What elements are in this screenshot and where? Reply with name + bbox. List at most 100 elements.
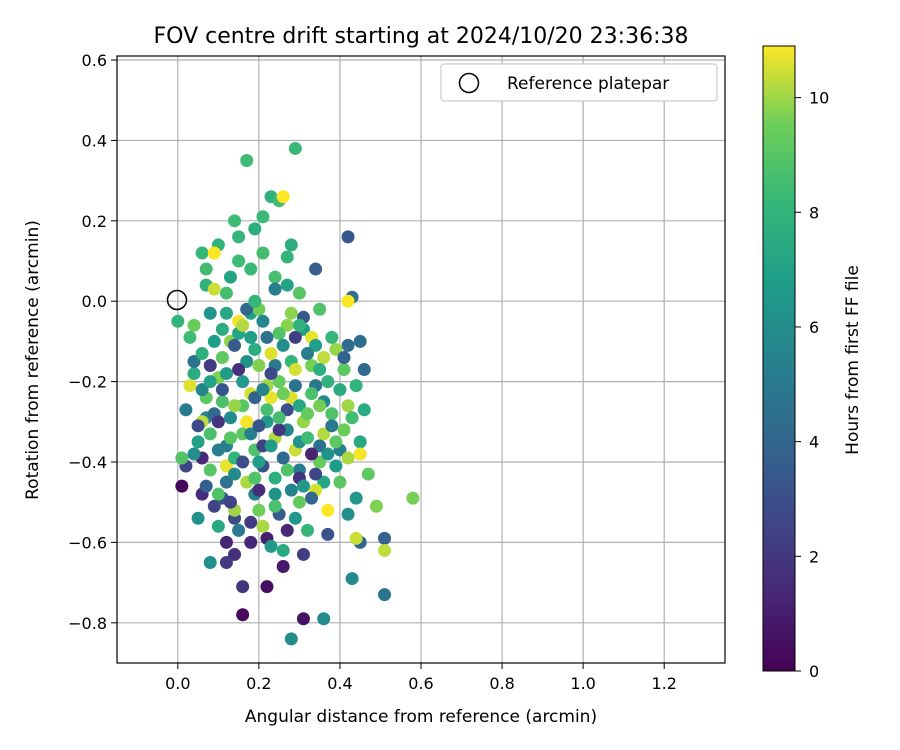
data-point <box>252 503 266 517</box>
data-point <box>325 330 339 344</box>
data-point <box>276 560 290 574</box>
colorbar-ticks: 0 2 4 6 8 10 <box>795 89 829 681</box>
data-point <box>240 302 254 316</box>
data-point <box>199 262 213 276</box>
data-point <box>325 407 339 421</box>
data-point <box>301 407 315 421</box>
data-point <box>207 499 221 513</box>
data-point <box>248 391 262 405</box>
data-point <box>333 475 347 489</box>
data-point <box>240 415 254 429</box>
data-point <box>264 346 278 360</box>
data-point <box>236 318 250 332</box>
data-point <box>244 427 258 441</box>
data-point <box>317 612 331 626</box>
data-point <box>288 141 302 155</box>
x-tick-label: 1.2 <box>651 674 676 693</box>
data-point <box>256 246 270 260</box>
data-point <box>280 250 294 264</box>
data-point <box>341 507 355 521</box>
data-point <box>309 338 323 352</box>
data-point <box>378 588 392 602</box>
data-point <box>272 411 286 425</box>
data-point <box>349 531 363 545</box>
data-point <box>272 326 286 340</box>
data-point <box>321 503 335 517</box>
data-point <box>211 487 225 501</box>
colorbar-tick-label: 4 <box>809 433 819 452</box>
x-tick-label: 0.0 <box>165 674 190 693</box>
data-point <box>353 447 367 461</box>
data-point <box>288 379 302 393</box>
data-point <box>309 262 323 276</box>
data-point <box>341 399 355 413</box>
data-point <box>345 572 359 586</box>
data-point <box>219 475 233 489</box>
data-point <box>260 330 274 344</box>
data-point <box>183 379 197 393</box>
data-point <box>199 479 213 493</box>
y-tick-label: −0.8 <box>68 614 107 633</box>
data-point <box>207 282 221 296</box>
data-point <box>223 431 237 445</box>
data-point <box>244 515 258 529</box>
data-point <box>305 491 319 505</box>
data-point <box>187 367 201 381</box>
data-point <box>211 443 225 457</box>
data-point <box>219 367 233 381</box>
x-tick-label: 0.8 <box>489 674 514 693</box>
colorbar-tick-label: 0 <box>809 662 819 681</box>
data-point <box>341 338 355 352</box>
y-tick-label: −0.2 <box>68 373 107 392</box>
data-point <box>280 403 294 417</box>
data-point <box>223 270 237 284</box>
colorbar-tick-label: 8 <box>809 203 819 222</box>
data-point <box>292 495 306 509</box>
data-point <box>321 375 335 389</box>
data-point <box>203 556 217 570</box>
data-point <box>203 463 217 477</box>
data-point <box>228 214 242 228</box>
data-point <box>236 375 250 389</box>
x-tick-label: 0.6 <box>408 674 433 693</box>
data-point <box>349 379 363 393</box>
legend-entry: Reference platepar <box>507 74 669 94</box>
data-point <box>191 435 205 449</box>
data-point <box>232 230 246 244</box>
data-point <box>183 330 197 344</box>
data-point <box>321 447 335 461</box>
data-point <box>191 419 205 433</box>
data-point <box>309 467 323 481</box>
data-point <box>313 455 327 469</box>
data-point <box>219 556 233 570</box>
data-point <box>268 499 282 513</box>
colorbar-tick-label: 6 <box>809 318 819 337</box>
data-point <box>240 154 254 168</box>
data-point <box>187 355 201 369</box>
data-point <box>280 463 294 477</box>
y-tick-label: 0.0 <box>82 292 107 311</box>
data-point <box>228 338 242 352</box>
data-point <box>284 483 298 497</box>
data-point <box>301 346 315 360</box>
data-point <box>248 294 262 308</box>
data-point <box>252 419 266 433</box>
data-point <box>187 318 201 332</box>
legend-box <box>440 63 718 102</box>
data-point <box>317 350 331 364</box>
reference-platepar-marker <box>166 289 188 311</box>
data-point <box>252 359 266 373</box>
data-point <box>203 306 217 320</box>
data-point <box>264 367 278 381</box>
data-point <box>232 254 246 268</box>
data-point <box>280 318 294 332</box>
data-point <box>248 471 262 485</box>
y-tick-label: −0.6 <box>68 533 107 552</box>
data-point <box>288 330 302 344</box>
data-point <box>219 306 233 320</box>
data-point <box>260 580 274 594</box>
data-point <box>317 427 331 441</box>
data-point <box>305 387 319 401</box>
data-point <box>256 210 270 224</box>
